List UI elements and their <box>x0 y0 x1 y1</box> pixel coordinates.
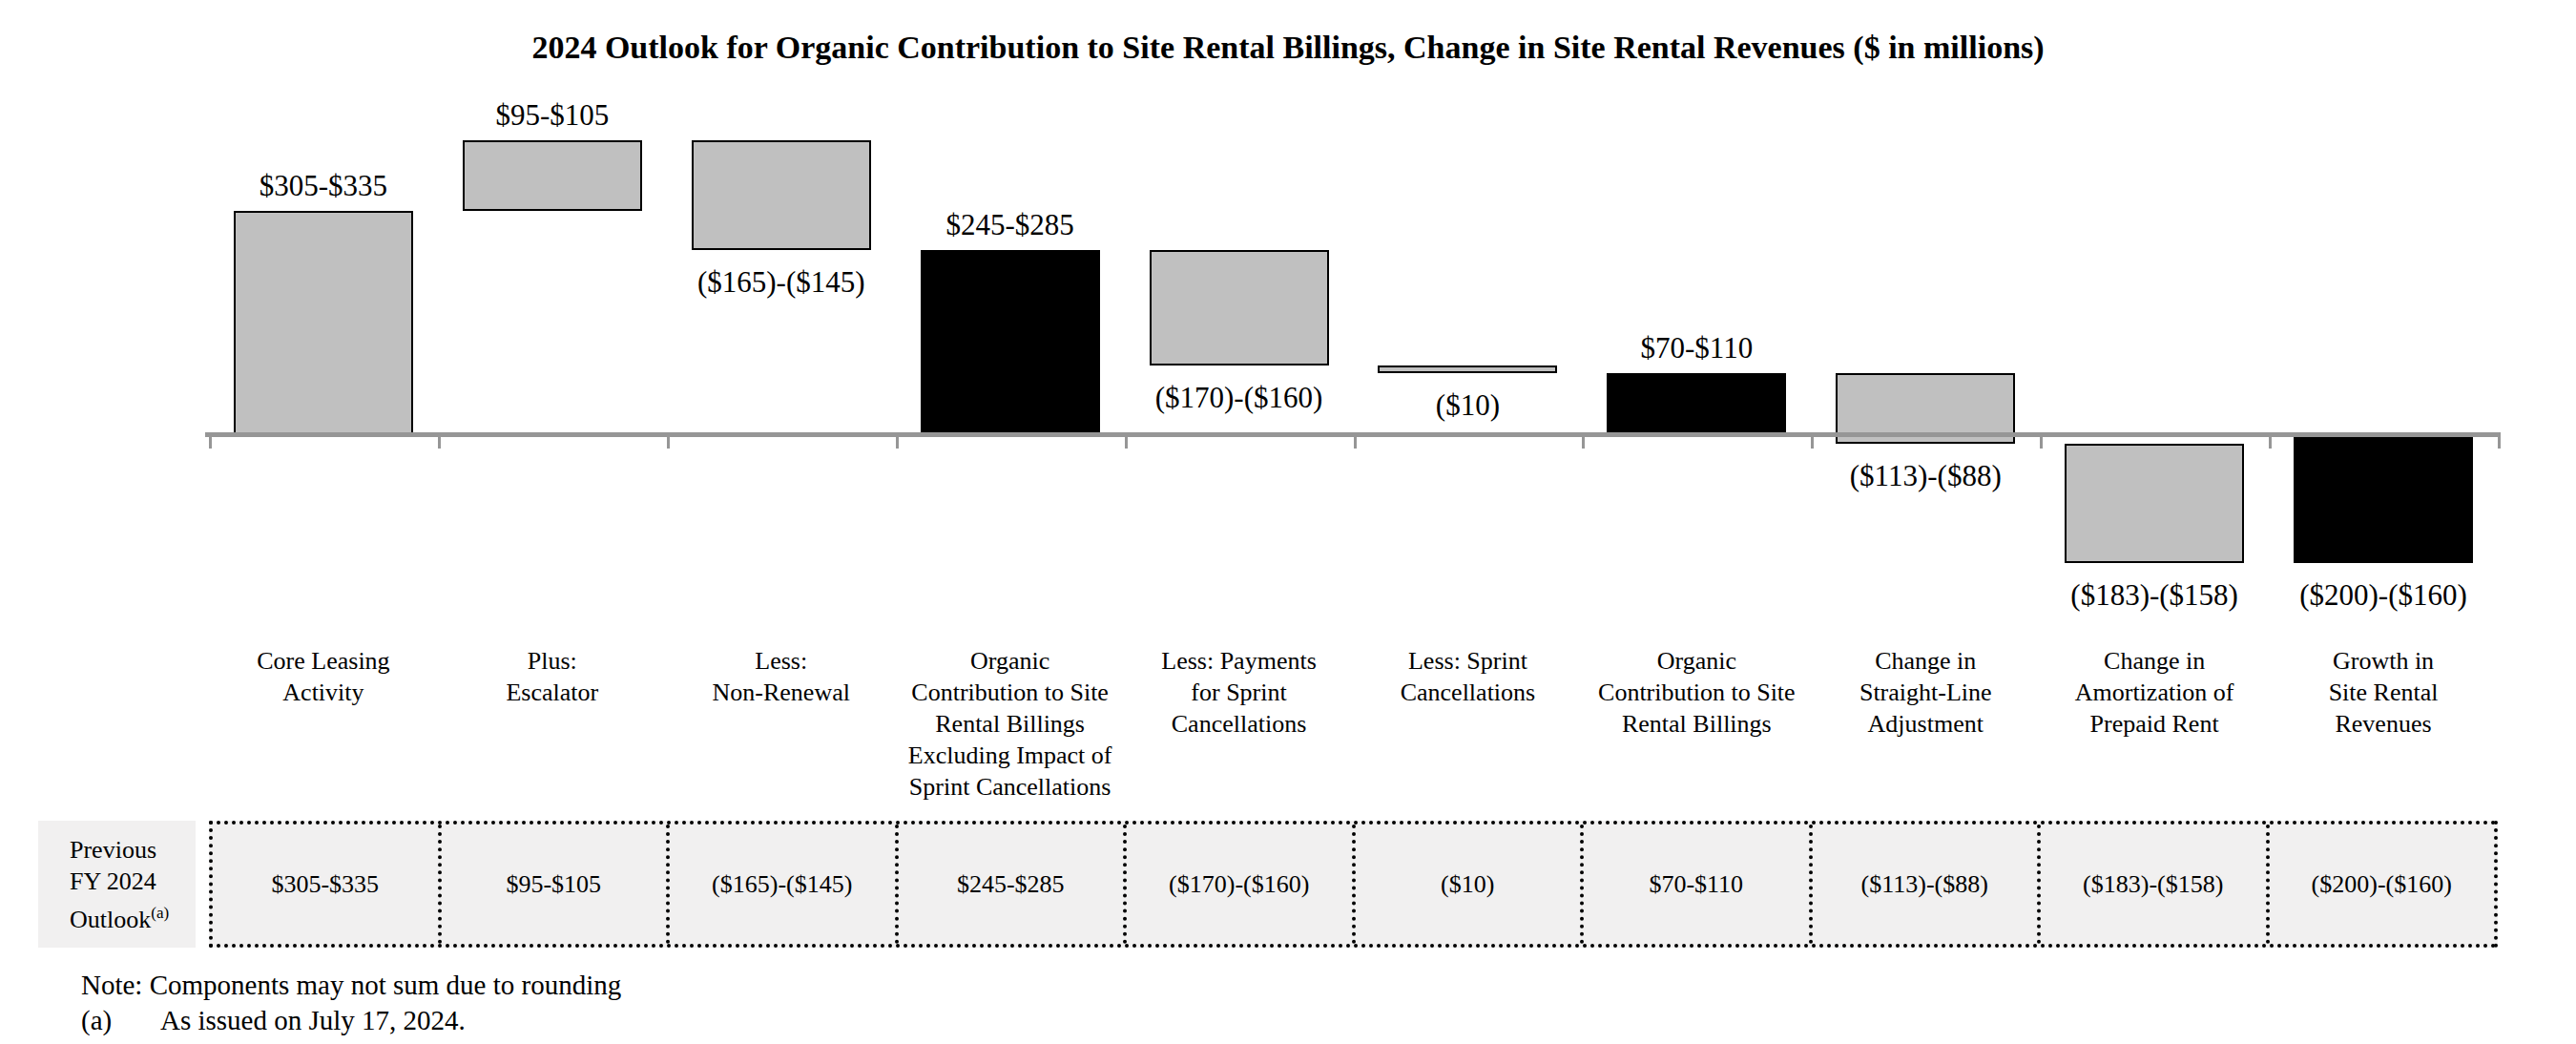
chart-title: 2024 Outlook for Organic Contribution to… <box>0 27 2576 69</box>
chart-page: 2024 Outlook for Organic Contribution to… <box>0 0 2576 1044</box>
table-cell-value: $305-$335 <box>213 825 438 944</box>
table-row-label: Previous FY 2024 Outlook(a) <box>38 821 196 948</box>
table-cell-value: ($165)-($145) <box>666 825 895 944</box>
table-cell-value: ($170)-($160) <box>1123 825 1352 944</box>
axis-tick <box>2498 432 2501 449</box>
waterfall-bar <box>921 250 1100 436</box>
footnote-text: As issued on July 17, 2024. <box>160 1003 466 1037</box>
category-label: Less: SprintCancellations <box>1344 645 1592 708</box>
table-cell-value: ($113)-($88) <box>1809 825 2038 944</box>
note-footnote: (a) As issued on July 17, 2024. <box>81 1003 112 1037</box>
axis-tick <box>2040 432 2043 449</box>
table-cell-value: ($200)-($160) <box>2266 825 2495 944</box>
bar-value-label: $245-$285 <box>896 208 1125 242</box>
axis-tick <box>1811 432 1814 449</box>
bar-value-label: $305-$335 <box>209 169 438 203</box>
axis-tick <box>1582 432 1585 449</box>
bar-value-label: ($113)-($88) <box>1811 459 2040 493</box>
category-label: Change inStraight-LineAdjustment <box>1801 645 2049 740</box>
bar-value-label: $95-$105 <box>438 98 667 133</box>
bar-value-label: $70-$110 <box>1582 331 1811 365</box>
axis-tick <box>1125 432 1128 449</box>
category-label: Core LeasingActivity <box>199 645 447 708</box>
axis-tick <box>2269 432 2272 449</box>
waterfall-bar <box>2294 436 2473 563</box>
footnote-marker: (a) <box>151 904 169 922</box>
table-row-label-line: Outlook(a) <box>70 897 196 935</box>
waterfall-bar <box>234 211 413 436</box>
waterfall-bar <box>692 140 871 249</box>
table-cell-value: ($183)-($158) <box>2037 825 2266 944</box>
category-label: OrganicContribution to SiteRental Billin… <box>886 645 1134 803</box>
category-label: Less:Non-Renewal <box>657 645 905 708</box>
table-cell-value: $245-$285 <box>895 825 1124 944</box>
category-label: Plus:Escalator <box>428 645 676 708</box>
note-rounding: Note: Components may not sum due to roun… <box>81 968 621 1002</box>
category-label: Change inAmortization ofPrepaid Rent <box>2030 645 2278 740</box>
axis-tick <box>667 432 670 449</box>
waterfall-bar <box>463 140 642 211</box>
table-cell-value: ($10) <box>1352 825 1581 944</box>
waterfall-bar <box>1607 373 1786 436</box>
bar-value-label: ($170)-($160) <box>1125 381 1354 415</box>
footnote-marker: (a) <box>81 1005 112 1035</box>
bar-value-label: ($200)-($160) <box>2269 578 2498 613</box>
axis-tick <box>896 432 899 449</box>
category-label: OrganicContribution to SiteRental Billin… <box>1572 645 1820 740</box>
table-cell-value: $95-$105 <box>438 825 667 944</box>
bar-value-label: ($10) <box>1354 388 1583 423</box>
table-row-label-line: FY 2024 <box>70 866 196 897</box>
table-cell-value: $70-$110 <box>1580 825 1809 944</box>
waterfall-bar <box>2065 444 2244 564</box>
waterfall-bar <box>1378 365 1557 372</box>
previous-outlook-table: $305-$335$95-$105($165)-($145)$245-$285(… <box>209 821 2498 948</box>
axis-tick <box>438 432 441 449</box>
bar-value-label: ($165)-($145) <box>667 265 896 300</box>
category-label: Growth inSite RentalRevenues <box>2259 645 2507 740</box>
axis-tick <box>209 432 212 449</box>
category-label: Less: Paymentsfor SprintCancellations <box>1115 645 1363 740</box>
bar-value-label: ($183)-($158) <box>2040 578 2269 613</box>
waterfall-bar <box>1150 250 1329 366</box>
axis-tick <box>1354 432 1357 449</box>
table-row-label-line: Previous <box>70 834 196 866</box>
